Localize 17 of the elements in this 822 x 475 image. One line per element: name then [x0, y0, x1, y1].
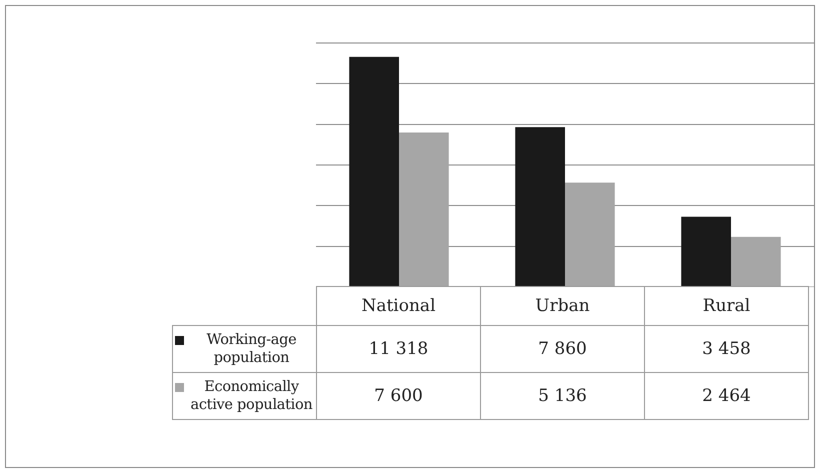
data-label: 3 458: [644, 326, 808, 372]
x-tick-label: Rural: [644, 286, 808, 326]
data-label: 5 136: [480, 372, 644, 420]
bar: [515, 127, 565, 286]
x-tick-label: Urban: [480, 286, 644, 326]
data-label: 11 318: [316, 326, 480, 372]
bar: [731, 236, 781, 286]
bar: [565, 182, 615, 286]
x-tick-label: National: [316, 286, 480, 326]
data-label: 7 600: [316, 372, 480, 420]
data-label: 7 860: [480, 326, 644, 372]
legend-label: Working-age population: [206, 331, 298, 367]
bar: [399, 132, 449, 286]
data-label: 2 464: [644, 372, 808, 420]
bar: [349, 56, 399, 286]
bar: [681, 216, 731, 286]
legend-label: Economically active population: [190, 378, 314, 414]
